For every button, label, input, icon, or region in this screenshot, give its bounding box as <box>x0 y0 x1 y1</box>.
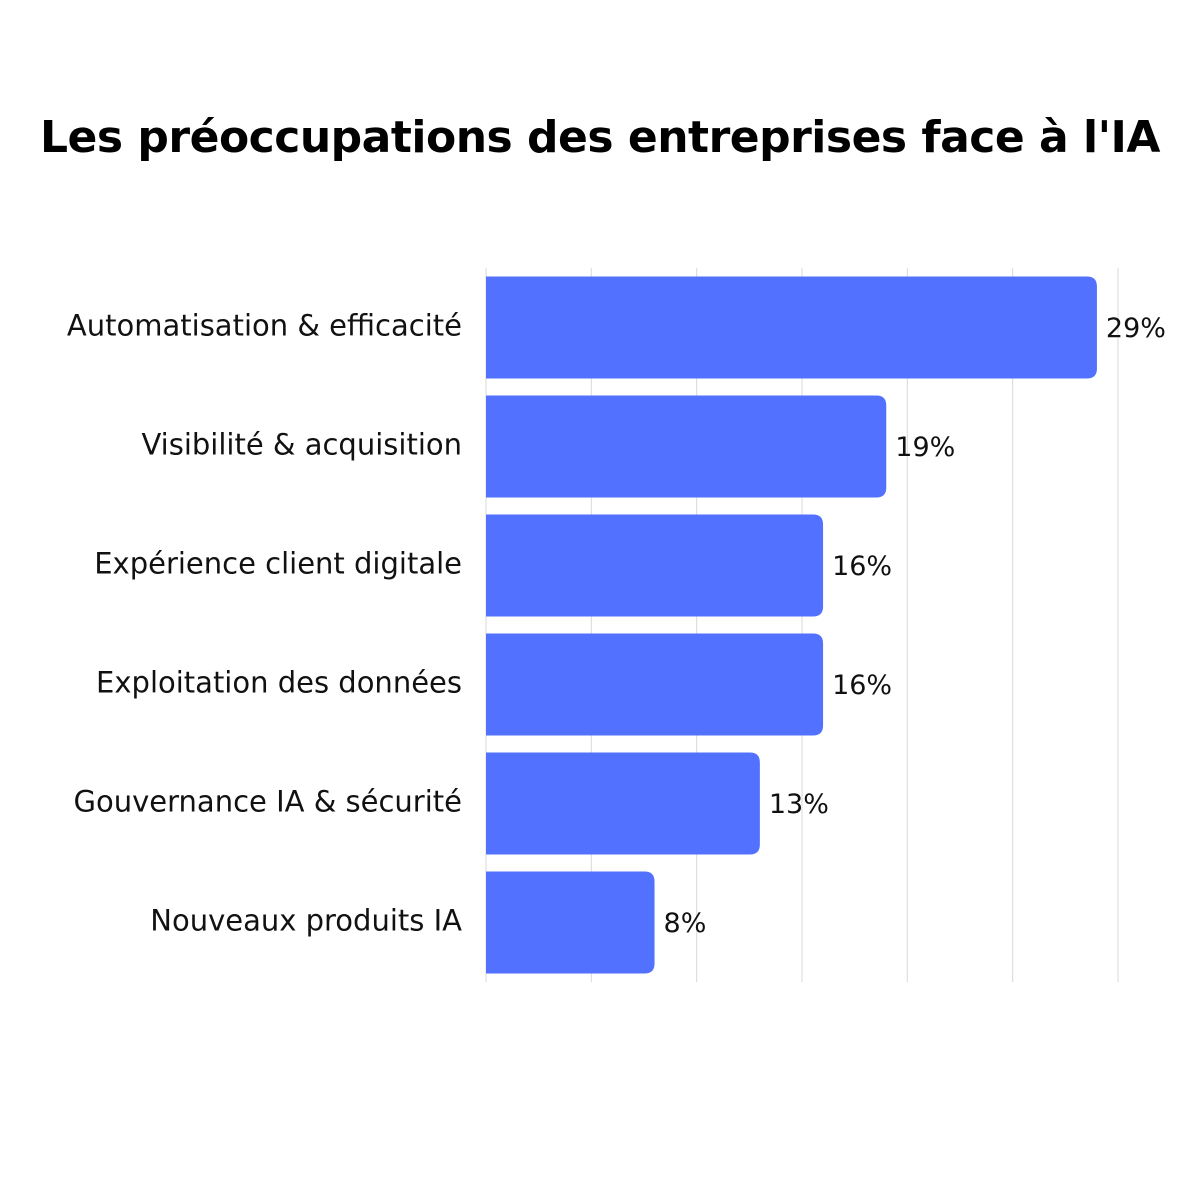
bar <box>486 276 1097 379</box>
bar <box>486 395 887 498</box>
bar <box>486 752 760 855</box>
category-label: Visibilité & acquisition <box>141 428 462 462</box>
value-label: 13% <box>769 789 829 820</box>
grid-lines <box>485 268 1119 982</box>
category-label: Exploitation des données <box>96 666 462 700</box>
value-label: 29% <box>1106 313 1166 344</box>
category-label: Expérience client digitale <box>94 547 462 581</box>
labels: Automatisation & efficacité 29% Visibilité… <box>67 309 1166 940</box>
value-label: 16% <box>832 551 892 582</box>
category-label: Automatisation & efficacité <box>67 309 462 343</box>
category-label: Gouvernance IA & sécurité <box>74 785 462 819</box>
value-label: 16% <box>832 670 892 701</box>
bar <box>486 871 655 974</box>
bars <box>486 276 1097 974</box>
value-label: 19% <box>895 432 955 463</box>
value-label: 8% <box>664 908 707 939</box>
category-label: Nouveaux produits IA <box>150 904 462 938</box>
bar <box>486 633 824 736</box>
bar <box>486 514 824 617</box>
chart-title: Les préoccupations des entreprises face … <box>40 112 1160 163</box>
